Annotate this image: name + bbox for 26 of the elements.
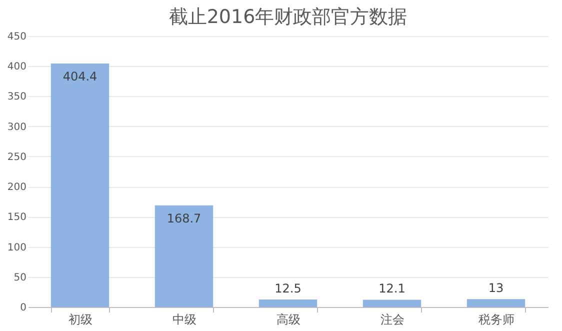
data-label: 404.4	[62, 69, 98, 84]
y-tick-label: 150	[7, 212, 26, 224]
y-tick-label: 50	[14, 272, 26, 284]
bar	[362, 300, 422, 307]
y-tick-label: 400	[7, 62, 26, 73]
data-label: 12.1	[378, 282, 406, 296]
y-tick-label: 0	[20, 302, 26, 314]
data-label: 13	[488, 281, 504, 296]
y-tick-label: 350	[7, 92, 26, 103]
bar	[466, 299, 526, 307]
bar	[154, 205, 214, 307]
y-tick-label: 200	[7, 182, 26, 194]
y-tick-label: 100	[7, 242, 26, 254]
x-tick-label: 注会	[380, 312, 404, 326]
data-label: 168.7	[166, 211, 202, 226]
bar	[50, 63, 110, 307]
data-label: 12.5	[274, 281, 302, 296]
y-tick-label: 300	[7, 122, 26, 133]
x-tick-label: 高级	[276, 312, 300, 326]
x-tick-label: 初级	[68, 312, 92, 326]
x-tick-label: 中级	[172, 312, 196, 326]
bar	[258, 299, 318, 307]
x-tick-label: 税务师	[478, 312, 514, 326]
y-tick-label: 250	[7, 152, 26, 163]
y-tick-label: 450	[7, 32, 26, 42]
chart-title: 截止2016年财政部官方数据	[168, 6, 408, 28]
